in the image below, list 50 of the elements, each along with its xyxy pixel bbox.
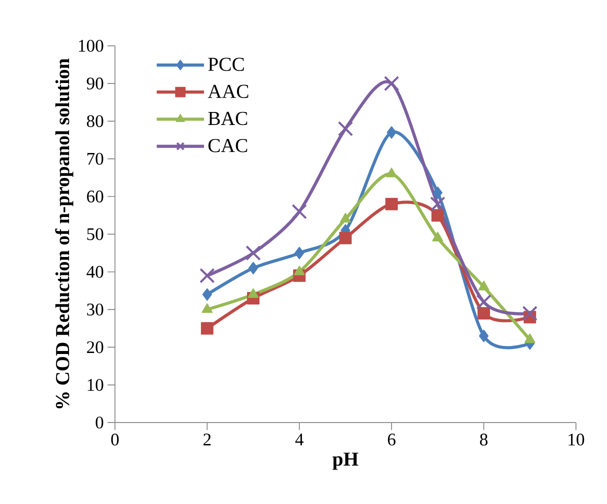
point <box>202 288 212 300</box>
x-tick-label: 2 <box>204 433 211 446</box>
point <box>431 208 444 222</box>
legend-label: BAC <box>208 112 248 125</box>
point <box>200 268 215 284</box>
y-tick-label: 10 <box>88 378 104 391</box>
point <box>476 294 492 310</box>
point <box>386 126 396 138</box>
y-tick-label: 40 <box>86 266 104 278</box>
point <box>339 232 352 244</box>
point <box>384 76 400 91</box>
legend-label: AAC <box>208 84 248 98</box>
x-tick-label: 0 <box>111 433 119 446</box>
x-tick-label: 8 <box>480 433 488 446</box>
point <box>338 120 354 136</box>
y-axis-title: % COD Reduction of n-propanol solution <box>55 58 74 408</box>
y-tick-label: 0 <box>96 416 104 428</box>
point <box>430 196 446 212</box>
point <box>385 198 398 210</box>
point <box>478 329 489 342</box>
y-tick-label: 60 <box>87 190 104 202</box>
x-tick-label: 4 <box>295 433 304 446</box>
point <box>292 204 308 220</box>
point <box>432 232 444 242</box>
point <box>340 212 351 222</box>
y-tick-label: 30 <box>87 303 104 316</box>
point <box>246 245 261 260</box>
point <box>294 265 305 276</box>
legend-label: CAC <box>208 138 248 152</box>
point <box>524 333 536 343</box>
x-tick-label: 10 <box>568 433 584 446</box>
point <box>386 167 398 178</box>
y-tick-label: 20 <box>87 341 104 353</box>
point <box>294 246 304 260</box>
y-tick-label: 100 <box>78 40 104 52</box>
y-tick-label: 50 <box>87 228 104 240</box>
point <box>248 288 259 298</box>
point <box>202 303 213 313</box>
legend-label: PCC <box>208 57 244 71</box>
x-axis-title: pH <box>332 452 358 470</box>
point <box>432 186 442 199</box>
point <box>248 262 258 274</box>
point <box>478 280 490 290</box>
y-tick-label: 70 <box>87 152 104 165</box>
x-tick-label: 6 <box>388 433 396 446</box>
point <box>522 305 538 321</box>
y-tick-label: 80 <box>86 114 104 127</box>
y-tick-label: 90 <box>86 77 104 90</box>
point <box>200 322 214 334</box>
point <box>478 306 490 320</box>
